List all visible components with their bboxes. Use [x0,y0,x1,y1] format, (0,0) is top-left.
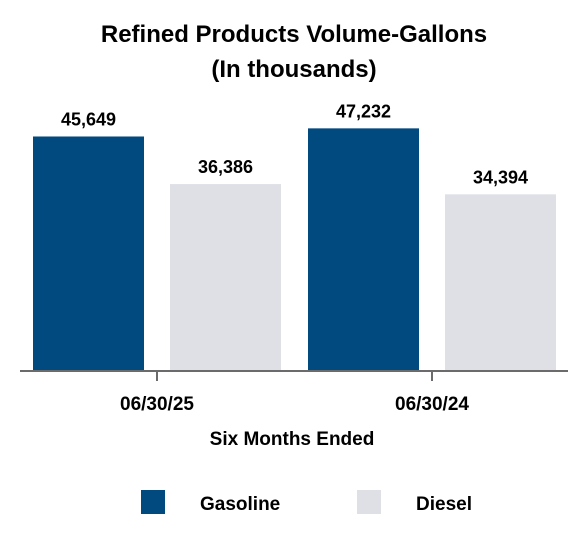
chart-title: Refined Products Volume-Gallons [101,21,487,48]
chart-subtitle: (In thousands) [211,56,376,83]
bar-gasoline-1 [308,128,419,371]
bar-diesel-0 [170,184,281,371]
data-label: 47,232 [336,101,391,121]
x-tick-label: 06/30/24 [395,394,469,415]
legend-swatch-gasoline [141,490,165,514]
bar-gasoline-0 [33,136,144,371]
data-label: 34,394 [473,167,528,187]
x-tick-label: 06/30/25 [120,394,194,415]
data-label: 45,649 [61,109,116,129]
data-labels-layer: 45,649 36,386 47,232 34,394 [61,101,528,187]
x-ticks-layer: 06/30/25 06/30/24 [120,371,469,415]
x-axis-title: Six Months Ended [210,429,375,450]
legend: Gasoline Diesel [141,490,472,515]
bars-layer [33,128,556,371]
legend-swatch-diesel [357,490,381,514]
data-label: 36,386 [198,157,253,177]
bar-diesel-1 [445,194,556,371]
legend-label-gasoline: Gasoline [200,494,280,515]
legend-label-diesel: Diesel [416,494,472,515]
